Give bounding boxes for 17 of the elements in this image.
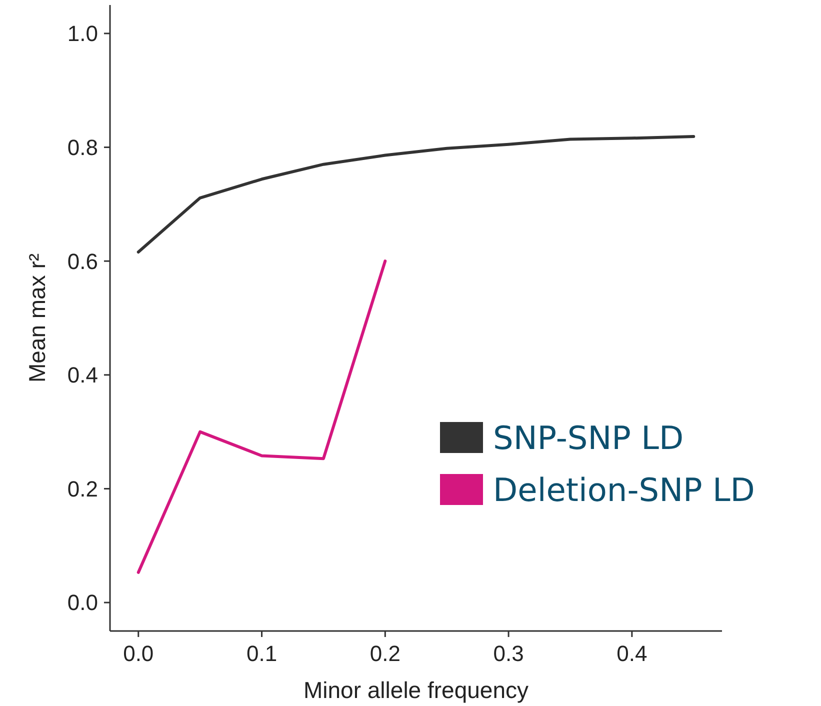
- x-tick-label: 0.3: [493, 641, 524, 666]
- x-axis-title: Minor allele frequency: [303, 677, 529, 703]
- legend-label: Deletion-SNP LD: [493, 471, 755, 510]
- x-tick-label: 0.1: [246, 641, 278, 666]
- y-axis-title: Mean max r²: [24, 253, 50, 383]
- y-tick-label: 0.0: [67, 590, 98, 616]
- y-tick-label: 0.2: [67, 476, 98, 502]
- x-tick-label: 0.0: [123, 641, 154, 666]
- y-tick-label: 0.8: [67, 134, 98, 160]
- x-tick-label: 0.2: [370, 641, 400, 666]
- line-series: [136, 260, 387, 574]
- y-tick-label: 0.4: [67, 362, 98, 388]
- y-tick-label: 0.6: [67, 248, 98, 274]
- x-tick-label: 0.4: [616, 641, 648, 666]
- y-tick-label: 1.0: [67, 21, 98, 46]
- legend-label: SNP-SNP LD: [493, 419, 684, 458]
- line-series: [136, 134, 696, 254]
